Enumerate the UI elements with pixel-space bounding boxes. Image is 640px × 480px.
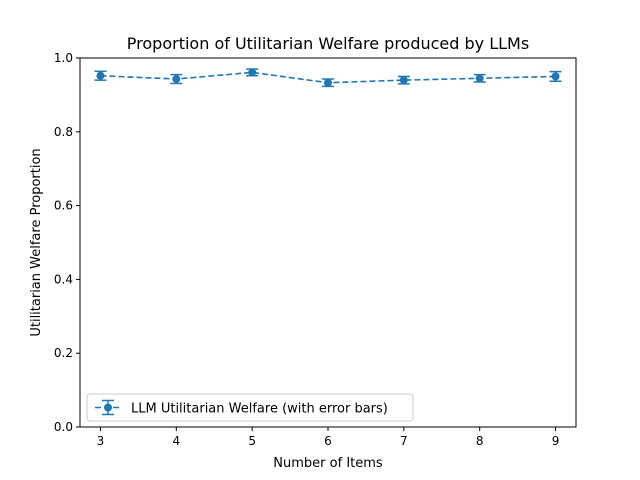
x-tick-label: 4 bbox=[172, 434, 180, 448]
y-tick-label: 0.2 bbox=[54, 346, 73, 360]
data-point bbox=[96, 71, 105, 80]
plot-area bbox=[94, 68, 562, 88]
x-tick-label: 3 bbox=[97, 434, 105, 448]
y-axis-label: Utilitarian Welfare Proportion bbox=[29, 148, 44, 336]
legend-label: LLM Utilitarian Welfare (with error bars… bbox=[131, 402, 388, 417]
data-point bbox=[399, 76, 408, 85]
data-point bbox=[172, 75, 181, 84]
chart-title: Proportion of Utilitarian Welfare produc… bbox=[127, 34, 529, 53]
legend: LLM Utilitarian Welfare (with error bars… bbox=[86, 393, 414, 422]
x-tick-label: 9 bbox=[552, 434, 560, 448]
y-tick-label: 0.6 bbox=[54, 199, 73, 213]
x-tick-label: 6 bbox=[324, 434, 332, 448]
x-tick-label: 5 bbox=[248, 434, 256, 448]
y-tick-label: 0.8 bbox=[54, 125, 73, 139]
legend-box bbox=[86, 393, 414, 422]
data-point bbox=[551, 72, 560, 81]
x-axis-label: Number of Items bbox=[273, 456, 383, 471]
x-tick-label: 8 bbox=[476, 434, 484, 448]
y-tick-label: 1.0 bbox=[54, 51, 73, 65]
data-point bbox=[475, 74, 484, 83]
legend-marker-swatch bbox=[104, 403, 112, 412]
data-point bbox=[324, 78, 332, 87]
y-tick-label: 0.4 bbox=[54, 272, 73, 286]
x-tick-label: 7 bbox=[400, 434, 408, 448]
data-point bbox=[248, 68, 257, 77]
y-tick-label: 0.0 bbox=[54, 420, 73, 434]
axis-ticks: 3 4 5 6 7 8 9 0.0 0.2 0.4 0.6 0.8 1.0 bbox=[54, 51, 559, 448]
